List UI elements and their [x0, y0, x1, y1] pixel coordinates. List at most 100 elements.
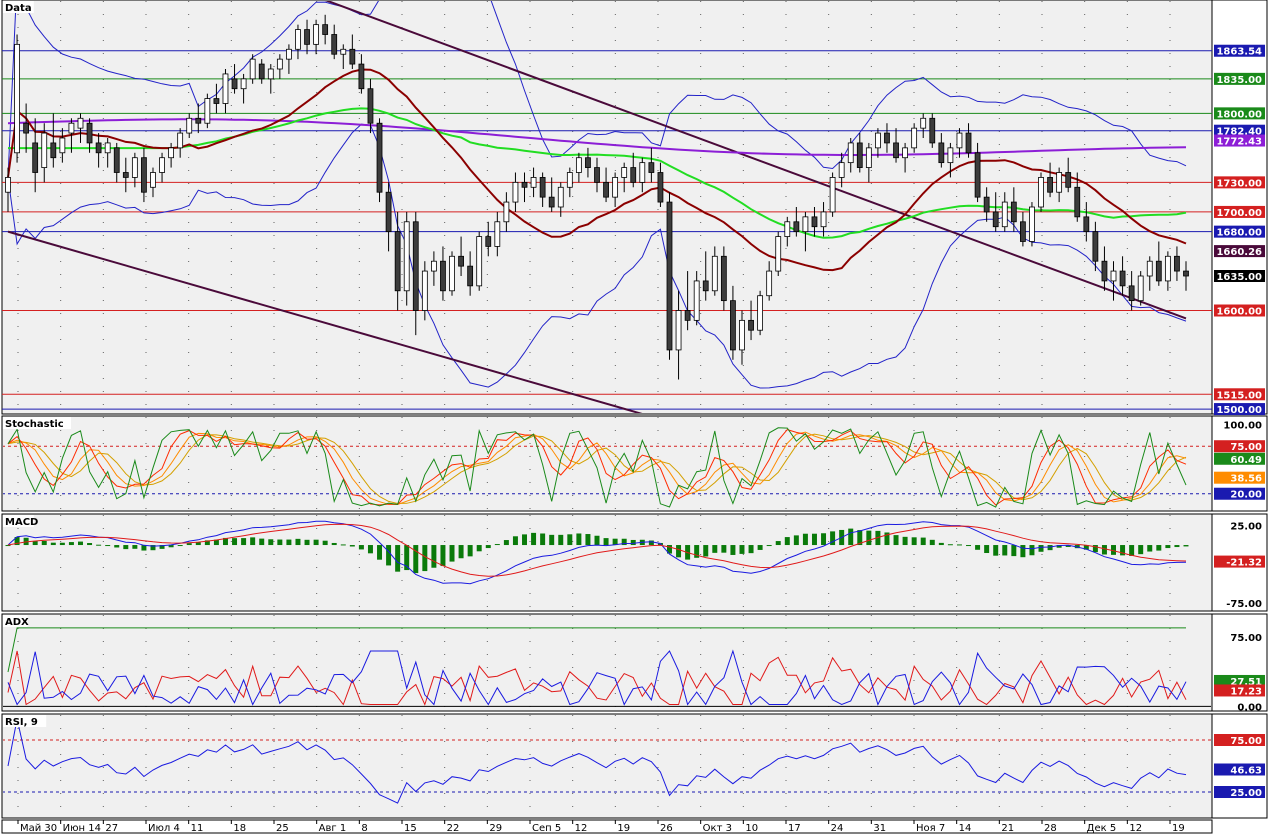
axis-tag-bg [1214, 403, 1265, 416]
macd-histogram-bar [902, 536, 908, 546]
candle-body [847, 142, 854, 164]
candle-body [41, 132, 48, 168]
x-axis [1, 819, 1213, 834]
macd-plot [5, 520, 1189, 585]
axis-tag: 1782.40 [1214, 124, 1265, 138]
candle-body [1010, 201, 1017, 223]
macd-histogram-bar [966, 545, 972, 547]
macd-histogram-bar [449, 545, 455, 562]
axis-tag-bg [1214, 452, 1265, 465]
macd-histogram-bar [132, 545, 138, 549]
candle-body [1020, 221, 1026, 242]
macd-histogram-bar [1020, 545, 1026, 558]
candle [884, 123, 890, 153]
candle [77, 113, 84, 143]
x-tick-label: 17 [788, 823, 801, 834]
x-tick-label: 26 [660, 823, 673, 834]
candle-body [521, 181, 528, 188]
axis-tag-bg [1214, 205, 1265, 218]
candle [1047, 162, 1053, 198]
macd-histogram-bar [377, 545, 383, 560]
ma-short-line [7, 68, 1187, 272]
candle-body [875, 132, 881, 149]
macd-histogram-bar [431, 545, 437, 568]
macd-histogram-bar [105, 545, 111, 547]
candle [521, 172, 528, 203]
axis-tag: 75.00 [1214, 440, 1265, 453]
candle-body [802, 216, 809, 233]
candle [1119, 256, 1126, 296]
macd-histogram-bar [793, 535, 799, 546]
macd-histogram-bar [947, 544, 953, 546]
adx-label: ADX [5, 617, 29, 628]
macd-histogram-bar [730, 545, 736, 555]
rsi-label: RSI, 9 [5, 717, 38, 728]
candle-body [32, 142, 39, 173]
candle-body [1074, 186, 1081, 218]
candle-body [648, 162, 655, 173]
candle-body [748, 319, 754, 331]
axis-tag: 1515.00 [1214, 388, 1265, 401]
macd-histogram-bar [667, 545, 672, 554]
macd-histogram-bar [422, 545, 428, 572]
candle-body [412, 221, 419, 311]
candle [159, 152, 165, 183]
macd-histogram-bar [386, 545, 392, 566]
macd-histogram-bar [512, 536, 518, 546]
macd-histogram-bar [1183, 545, 1189, 547]
candle [449, 251, 455, 296]
axis-tag-bg [1214, 388, 1265, 401]
candle-body [358, 63, 365, 90]
rsi-label-bg [3, 715, 47, 727]
candle [213, 83, 220, 114]
candle-body [1065, 172, 1072, 188]
candle [775, 231, 782, 276]
candle [86, 118, 93, 153]
candle [802, 211, 809, 252]
stochastic-plot [3, 427, 1211, 508]
macd-histogram-bar [1147, 545, 1153, 552]
macd-histogram-bar [857, 530, 863, 546]
candle-body [666, 201, 673, 351]
candle-body [1174, 255, 1180, 272]
axis-tag: 1730.00 [1214, 176, 1265, 189]
x-tick-label: 28 [1044, 823, 1057, 834]
candle-body [974, 152, 981, 198]
trendline-upper [324, 1, 1187, 320]
macd-histogram-bar [204, 540, 210, 546]
candle-body [585, 157, 591, 168]
candle-body [258, 63, 265, 80]
candle-body [50, 142, 57, 159]
stochastic-label-bg [3, 417, 71, 429]
candle [122, 157, 129, 193]
macd-histogram-bar [676, 545, 682, 558]
candle-body [829, 177, 836, 213]
macd-histogram-bar [250, 537, 256, 546]
macd-histogram-bar [367, 545, 373, 554]
axis-tag-label: 75.00 [1230, 736, 1262, 747]
macd-histogram-bar [413, 545, 419, 574]
axis-tick-label: 25.00 [1230, 522, 1262, 533]
axis-tag-bg [1214, 487, 1265, 500]
candle-body [1001, 201, 1008, 228]
macd-histogram-bar [467, 545, 473, 557]
candle-body [811, 216, 818, 228]
candle [548, 177, 555, 212]
candle [204, 93, 211, 129]
axis-tag-bg [1214, 107, 1265, 120]
candle [68, 118, 75, 153]
macd-histogram-bar [648, 540, 654, 546]
candle [1110, 261, 1117, 301]
candle [539, 172, 546, 207]
candle-body [104, 142, 111, 154]
x-tick-label: Дек 5 [1087, 823, 1117, 834]
axis-tag-bg [1214, 786, 1265, 798]
adx-plot [3, 627, 1211, 707]
axis-tag: 1635.00 [1214, 270, 1265, 283]
axis-tag-label: 1835.00 [1216, 75, 1262, 86]
candle-body [331, 34, 338, 55]
macd-histogram-bar [531, 532, 537, 546]
candle-body [956, 132, 963, 149]
candle-body [856, 142, 863, 168]
candle [349, 34, 356, 69]
